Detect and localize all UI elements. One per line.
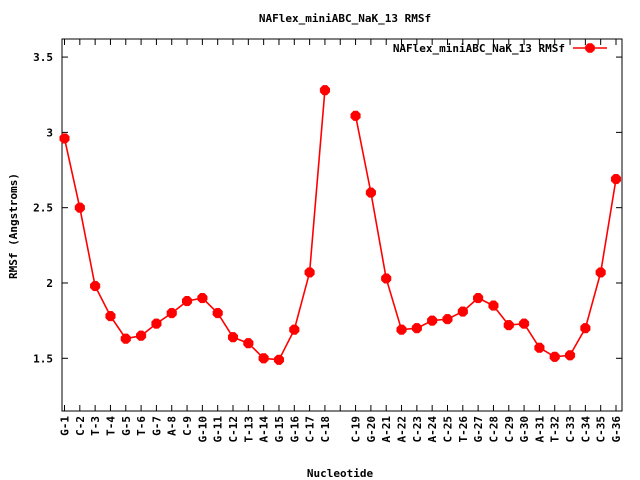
series-line	[63, 90, 326, 361]
x-tick-label: C-28	[487, 416, 500, 443]
data-point	[166, 308, 177, 319]
x-tick-label: T-26	[457, 416, 470, 443]
data-point	[105, 311, 116, 322]
x-tick-label: G-1	[59, 416, 72, 436]
data-point	[74, 202, 85, 213]
data-point	[120, 333, 131, 344]
data-point	[289, 324, 300, 335]
x-tick-label: C-2	[74, 416, 87, 436]
x-tick-label: G-7	[150, 416, 163, 436]
x-tick-label: T-4	[105, 416, 118, 436]
x-axis-label: Nucleotide	[307, 467, 374, 480]
x-tick-label: T-3	[89, 416, 102, 436]
x-tick-label: G-36	[610, 416, 623, 443]
x-tick-label: G-11	[212, 416, 225, 443]
data-point	[319, 85, 330, 96]
x-tick-label: A-22	[396, 416, 409, 443]
y-axis: 1.5 2 2.5 3 3.5	[33, 51, 622, 365]
data-point	[212, 308, 223, 319]
data-point	[258, 353, 269, 364]
data-point	[534, 342, 545, 353]
x-tick-label: C-9	[181, 416, 194, 436]
data-point	[580, 323, 591, 334]
x-tick-label: T-13	[242, 416, 255, 443]
x-tick-label: C-33	[564, 416, 577, 443]
x-tick-label: C-18	[319, 416, 332, 443]
y-tick-label: 2	[46, 277, 53, 290]
data-point	[151, 318, 162, 329]
y-axis-label: RMSf (Angstroms)	[7, 173, 20, 279]
x-tick-label: C-35	[595, 416, 608, 443]
data-point	[396, 324, 407, 335]
x-tick-label: C-17	[304, 416, 317, 443]
data-point	[427, 315, 438, 326]
x-tick-label: C-12	[227, 416, 240, 443]
data-point	[549, 351, 560, 362]
data-point	[197, 292, 208, 304]
x-tick-label: C-29	[503, 416, 516, 443]
data-point	[457, 306, 468, 317]
data-point	[519, 318, 530, 329]
data-point	[488, 300, 499, 311]
data-point	[350, 110, 361, 121]
y-tick-label: 1.5	[33, 352, 53, 365]
x-tick-label: G-16	[288, 416, 301, 443]
y-tick-label: 2.5	[33, 202, 53, 215]
legend-label: NAFlex_miniABC_NaK_13 RMSf	[393, 42, 565, 55]
x-tick-label: C-25	[442, 416, 455, 443]
x-tick-label: C-34	[579, 416, 592, 443]
chart-title: NAFlex_miniABC_NaK_13 RMSf	[259, 12, 431, 25]
x-axis: G-1 C-2 T-3 T-4 G-5 T-6 G-7 A-8 C-9 G-10 G-11 C-12 T…	[59, 39, 623, 443]
data-point	[273, 354, 285, 365]
data-point	[503, 320, 514, 331]
data-point	[182, 296, 193, 307]
data-point	[411, 323, 422, 334]
x-tick-label: A-21	[380, 416, 393, 443]
data-point	[227, 332, 239, 343]
x-tick-label: G-27	[472, 416, 485, 443]
data-point	[304, 267, 315, 278]
x-tick-label: C-23	[411, 416, 424, 443]
data-point	[442, 314, 453, 325]
x-tick-label: G-10	[196, 416, 209, 443]
x-tick-label: T-32	[549, 416, 562, 443]
x-tick-label: A-14	[258, 416, 271, 443]
data-point	[136, 330, 147, 341]
y-tick-label: 3	[46, 126, 53, 139]
data-point	[90, 280, 101, 292]
data-point	[564, 350, 576, 361]
data-point	[59, 133, 70, 144]
legend-marker	[585, 43, 595, 53]
series-layer	[59, 85, 622, 365]
data-point	[381, 273, 392, 284]
x-tick-label: C-19	[350, 416, 363, 443]
data-point	[595, 267, 606, 278]
x-tick-label: A-24	[426, 416, 439, 443]
data-point	[243, 338, 254, 349]
legend: NAFlex_miniABC_NaK_13 RMSf	[393, 42, 607, 55]
plot-border	[61, 38, 623, 412]
x-tick-label: T-6	[135, 416, 148, 436]
x-tick-label: G-30	[518, 416, 531, 443]
data-point	[473, 292, 484, 304]
x-tick-label: G-5	[120, 416, 133, 436]
series-line	[354, 115, 617, 358]
x-tick-label: G-20	[365, 416, 378, 443]
x-tick-label: G-15	[273, 416, 286, 443]
data-point	[610, 174, 622, 185]
x-tick-label: A-8	[166, 416, 179, 436]
data-point	[365, 187, 376, 198]
x-tick-label: A-31	[533, 416, 546, 443]
y-tick-label: 3.5	[33, 51, 53, 64]
